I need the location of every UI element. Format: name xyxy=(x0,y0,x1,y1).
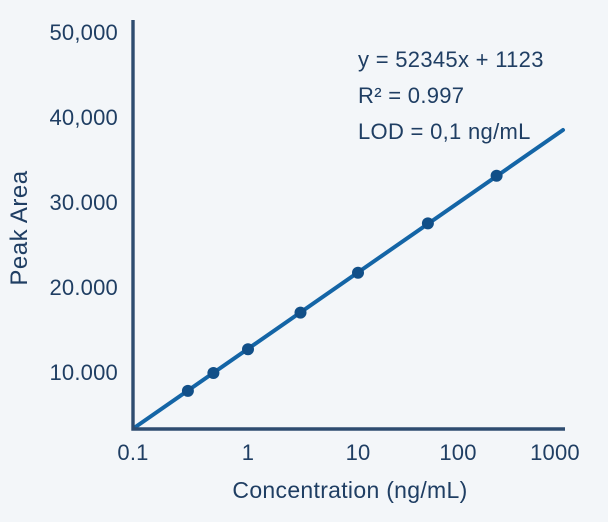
x-tick-label: 0.1 xyxy=(117,440,149,465)
axis-lines xyxy=(131,20,565,431)
regression-line xyxy=(132,128,565,430)
trend-line xyxy=(132,128,565,430)
annotation-equation: y = 52345x + 1123 xyxy=(358,47,544,72)
y-tick-label: 40,000 xyxy=(49,105,118,130)
data-point xyxy=(490,169,503,182)
y-tick-label: 10.000 xyxy=(49,360,118,385)
x-tick-label: 1000 xyxy=(530,440,580,465)
y-tick-label: 50,000 xyxy=(49,20,118,45)
x-tick-label: 100 xyxy=(439,440,477,465)
y-tick-label: 30.000 xyxy=(49,190,118,215)
data-point xyxy=(421,217,434,230)
x-axis-title: Concentration (ng/mL) xyxy=(232,477,468,503)
data-point xyxy=(181,384,194,397)
data-point xyxy=(352,266,364,279)
axes-lines xyxy=(131,20,565,431)
data-point xyxy=(207,367,220,379)
annotation-lod: LOD = 0,1 ng/mL xyxy=(358,119,531,144)
x-tick-label: 10 xyxy=(345,440,371,465)
annotation-r-squared: R² = 0.997 xyxy=(358,83,465,108)
y-tick-label: 20.000 xyxy=(49,275,118,300)
data-point xyxy=(242,343,254,356)
data-point xyxy=(294,306,307,319)
x-tick-label: 1 xyxy=(241,440,255,465)
data-point-markers xyxy=(181,169,503,397)
equation-annotations: y = 52345x + 1123 R² = 0.997 LOD = 0,1 n… xyxy=(358,42,544,150)
y-axis-title: Peak Area xyxy=(6,170,33,286)
